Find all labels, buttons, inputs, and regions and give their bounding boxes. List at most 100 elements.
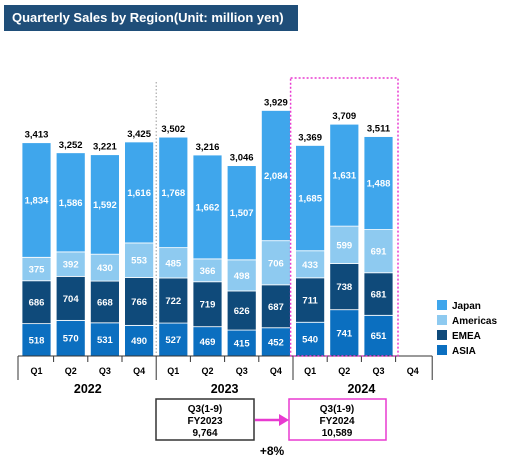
bar-segment-japan-1 <box>21 142 52 258</box>
segment-label-japan-8: 2,084 <box>264 171 288 182</box>
segment-label-japan-5: 1,768 <box>161 188 185 199</box>
segment-label-americas-8: 706 <box>268 258 284 269</box>
total-label-6: 3,216 <box>196 142 220 153</box>
segment-label-americas-6: 366 <box>200 266 216 277</box>
bar-segment-asia-10 <box>329 309 360 357</box>
segment-label-americas-3: 430 <box>97 263 113 274</box>
segment-label-emea-9: 711 <box>302 296 318 307</box>
bar-segment-americas-5 <box>158 247 189 279</box>
quarter-tick-label-1: Q1 <box>30 366 42 376</box>
quarter-tick-label-5: Q1 <box>167 366 179 376</box>
segment-label-japan-9: 1,685 <box>298 194 322 205</box>
segment-label-americas-10: 599 <box>336 240 352 251</box>
segment-label-asia-9: 540 <box>302 335 318 346</box>
segment-label-americas-2: 392 <box>63 260 79 271</box>
year-label-2023: 2023 <box>211 382 239 396</box>
bar-segment-japan-8 <box>260 110 291 242</box>
segment-label-asia-10: 741 <box>336 328 353 339</box>
bar-segment-americas-8 <box>260 240 291 286</box>
bar-segment-emea-5 <box>158 277 189 324</box>
quarter-tick-label-3: Q3 <box>99 366 111 376</box>
fy2024-highlight-box <box>289 77 399 357</box>
bar-segment-americas-2 <box>55 251 86 277</box>
bar-segment-japan-9 <box>295 145 326 252</box>
quarter-tick-label-2: Q2 <box>65 366 77 376</box>
total-label-7: 3,046 <box>230 153 254 164</box>
bar-segment-asia-7 <box>226 329 257 357</box>
segment-label-emea-3: 668 <box>97 297 113 308</box>
segment-label-japan-3: 1,592 <box>93 200 117 211</box>
bar-segment-emea-4 <box>124 277 154 326</box>
bar-segment-emea-7 <box>226 290 257 331</box>
x-axis: Q1 Q2 Q3 Q4 Q1 Q2 Q3 Q4 Q1 Q2 Q3 Q4 2022 2023 2024 <box>17 77 433 396</box>
segment-label-emea-2: 704 <box>63 294 80 305</box>
fy-comparison: Q3(1-9) FY2023 9,764 Q3(1-9) FY2024 10,5… <box>155 398 387 458</box>
legend-swatch-japan <box>437 300 447 310</box>
segment-label-asia-6: 469 <box>200 337 216 348</box>
segment-label-japan-4: 1,616 <box>127 188 151 199</box>
year-label-2022: 2022 <box>74 382 102 396</box>
segment-label-japan-1: 1,834 <box>25 196 49 207</box>
segment-label-emea-1: 686 <box>29 298 45 309</box>
total-label-8: 3,929 <box>264 97 288 108</box>
segment-label-asia-7: 415 <box>234 339 251 350</box>
segment-label-americas-7: 498 <box>234 271 250 282</box>
total-label-9: 3,369 <box>298 132 322 143</box>
chart-title: Quarterly Sales by Region(Unit: million … <box>4 5 298 31</box>
bar-segment-emea-10 <box>329 263 360 311</box>
segment-label-emea-8: 687 <box>268 302 284 313</box>
total-label-10: 3,709 <box>332 111 356 122</box>
segment-label-asia-1: 518 <box>29 335 45 346</box>
bar-segment-americas-10 <box>329 225 360 264</box>
legend-label-asia: ASIA <box>452 346 476 357</box>
segment-label-asia-2: 570 <box>63 334 79 345</box>
quarter-tick-label-10: Q2 <box>338 366 350 376</box>
year-label-2024: 2024 <box>347 382 375 396</box>
legend: Japan Americas EMEA ASIA <box>437 300 497 357</box>
quarter-tick-label-6: Q2 <box>201 366 213 376</box>
total-labels: 3,413 3,252 3,221 3,425 3,502 3,216 3,046 3,929… <box>25 97 391 163</box>
segment-label-emea-10: 738 <box>336 282 352 293</box>
bar-segment-americas-7 <box>226 259 257 292</box>
segment-label-japan-10: 1,631 <box>332 171 356 182</box>
bar-segment-emea-11 <box>363 272 394 316</box>
bar-segment-japan-4 <box>124 141 154 244</box>
total-label-11: 3,511 <box>367 124 391 135</box>
segment-label-emea-11: 681 <box>371 290 388 301</box>
bar-segment-japan-7 <box>226 165 257 261</box>
growth-arrow-head <box>279 414 289 426</box>
segment-label-emea-4: 766 <box>131 297 147 308</box>
segment-label-asia-4: 490 <box>131 336 147 347</box>
segment-label-japan-7: 1,507 <box>230 208 254 219</box>
quarter-tick-label-8: Q4 <box>270 366 282 376</box>
legend-swatch-emea <box>437 330 447 340</box>
bar-segment-japan-3 <box>90 154 120 255</box>
segment-label-americas-9: 433 <box>302 260 318 271</box>
segment-label-japan-2: 1,586 <box>59 198 83 209</box>
total-label-4: 3,425 <box>127 129 151 140</box>
bar-segment-asia-9 <box>295 321 326 357</box>
quarter-tick-label-12: Q4 <box>407 366 419 376</box>
segment-label-asia-3: 531 <box>97 335 114 346</box>
bar-segment-asia-1 <box>21 323 52 357</box>
fy2024-box-line1: Q3(1-9) <box>320 404 354 415</box>
bar-segment-asia-6 <box>192 326 223 357</box>
bar-segment-emea-9 <box>295 277 326 323</box>
bar-segment-americas-11 <box>363 229 394 274</box>
bar-segment-japan-2 <box>55 152 86 253</box>
bar-segment-emea-3 <box>90 280 120 324</box>
fy2024-box-line3: 10,589 <box>322 428 353 439</box>
fy2024-box-line2: FY2024 <box>319 416 354 427</box>
bar-segment-japan-11 <box>363 136 394 230</box>
bar-segment-japan-6 <box>192 154 223 260</box>
fy2023-box-line1: Q3(1-9) <box>188 404 222 415</box>
fy2024-box <box>288 398 387 441</box>
total-label-5: 3,502 <box>161 124 185 135</box>
total-label-1: 3,413 <box>25 130 49 141</box>
bars-layer <box>21 110 394 357</box>
fy2023-box <box>155 398 255 441</box>
legend-swatch-americas <box>437 315 447 325</box>
segment-labels: 518 686 375 1,834 570 704 392 1,586 531 668 430 1,5… <box>25 171 391 350</box>
segment-label-asia-5: 527 <box>165 335 181 346</box>
